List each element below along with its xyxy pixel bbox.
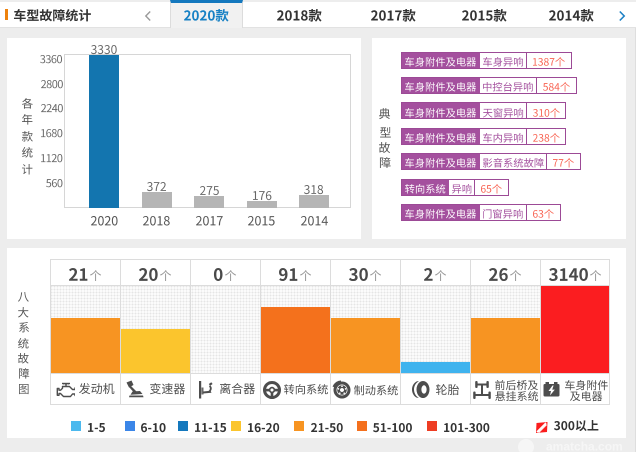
svg-text:amatcha.com: amatcha.com — [546, 440, 623, 453]
